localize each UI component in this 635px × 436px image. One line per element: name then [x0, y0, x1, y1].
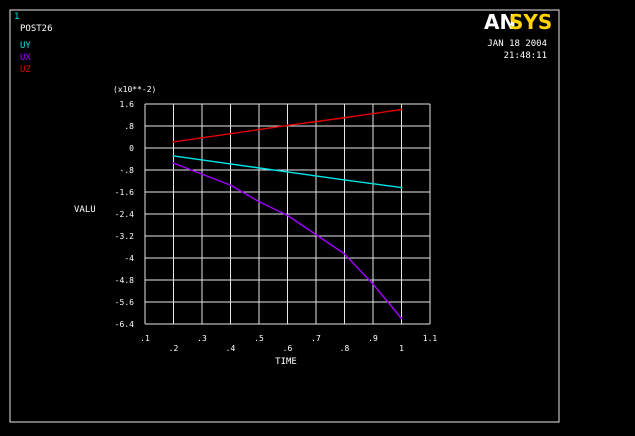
series-point-ux [229, 184, 232, 187]
x-tick-label: .2 [169, 344, 179, 353]
ansys-logo: AN SYS [484, 10, 552, 34]
time-text: 21:48:11 [504, 51, 547, 61]
series-point-ux [172, 162, 175, 165]
y-tick-label: -2.4 [115, 210, 134, 219]
series-point-ux [315, 233, 317, 236]
viewport-frame [9, 9, 560, 423]
x-tick-label: 1 [399, 344, 404, 353]
y-tick-label: 0 [129, 144, 134, 153]
y-tick-label: 1.6 [120, 100, 135, 109]
legend-label-uy: UY [20, 41, 31, 51]
logo-prefix: AN [484, 10, 516, 34]
x-tick-label: .1 [140, 334, 150, 343]
legend-label-ux: UX [20, 53, 31, 63]
series-point-ux [372, 283, 374, 286]
series-point-uy [172, 155, 175, 157]
x-tick-label: .3 [197, 334, 207, 343]
x-tick-label: .9 [368, 334, 378, 343]
y-tick-label: .8 [124, 122, 134, 131]
legend-label-uz: UZ [20, 65, 31, 75]
series-point-uy [400, 186, 403, 189]
x-tick-label: .7 [311, 334, 321, 343]
x-tick-labels: .1 .2 .3 .4 .5 .6 .7 .8 .9 1 1.1 [140, 334, 437, 353]
series-point-ux [343, 252, 346, 255]
date-text: JAN 18 2004 [487, 39, 547, 49]
x-axis-label: TIME [275, 357, 297, 367]
series-point-uy [229, 163, 232, 165]
series-point-ux [201, 173, 203, 176]
series-point-uz [229, 132, 232, 135]
y-tick-label: -4 [124, 254, 134, 263]
window-number: 1 [14, 12, 19, 22]
x-tick-label: .8 [340, 344, 350, 353]
y-axis-label: VALU [74, 205, 96, 215]
series-layer [172, 108, 403, 320]
plot-grid [144, 103, 431, 325]
series-point-ux [286, 214, 289, 217]
series-point-uz [343, 116, 346, 119]
x-tick-label: .5 [254, 334, 264, 343]
y-tick-label: -3.2 [115, 232, 134, 241]
x-tick-label: .6 [283, 344, 293, 353]
series-point-uz [172, 141, 175, 143]
module-label: POST26 [20, 24, 53, 34]
series-point-uz [286, 124, 289, 127]
logo-suffix: SYS [509, 10, 552, 34]
y-tick-label: -.8 [120, 166, 135, 175]
series-point-uy [343, 179, 346, 181]
y-tick-label: -1.6 [115, 188, 134, 197]
y-tick-label: -6.4 [115, 320, 134, 329]
x-tick-label: 1.1 [423, 334, 438, 343]
y-tick-label: -4.8 [115, 276, 134, 285]
y-multiplier: (x10**-2) [113, 85, 156, 94]
x-tick-label: .4 [226, 344, 236, 353]
series-point-ux [258, 200, 260, 203]
series-point-uz [400, 108, 403, 111]
series-point-ux [400, 317, 403, 320]
y-tick-labels: 1.6 .8 0 -.8 -1.6 -2.4 -3.2 -4 -4.8 -5.6 -6.4 [115, 100, 134, 329]
series-point-uy [286, 171, 289, 173]
y-tick-label: -5.6 [115, 298, 134, 307]
